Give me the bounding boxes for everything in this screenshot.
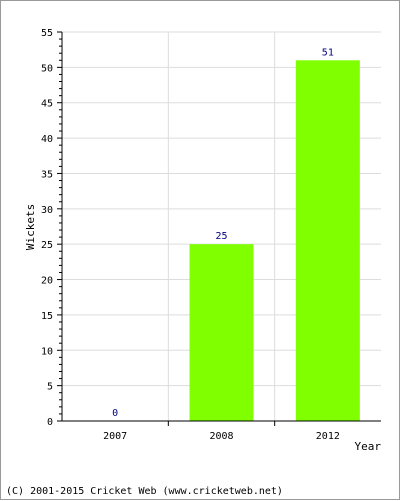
y-tick-label: 30 xyxy=(41,205,53,216)
y-tick-label: 20 xyxy=(41,276,53,287)
y-tick-label: 50 xyxy=(41,63,53,74)
y-tick-label: 5 xyxy=(47,382,53,393)
x-axis-label: Year xyxy=(355,440,382,453)
data-label-2012: 51 xyxy=(322,47,334,58)
y-tick-label: 45 xyxy=(41,99,53,110)
bars xyxy=(189,60,360,422)
copyright-footer: (C) 2001-2015 Cricket Web (www.cricketwe… xyxy=(6,486,283,497)
y-tick-label: 0 xyxy=(47,417,53,428)
x-tick-label-2007: 2007 xyxy=(103,431,127,442)
y-tick-label: 40 xyxy=(41,134,53,145)
x-tick-label-2012: 2012 xyxy=(316,431,340,442)
y-tick-label: 25 xyxy=(41,240,53,251)
bar-2008 xyxy=(189,244,254,421)
data-label-2008: 25 xyxy=(215,231,227,242)
y-tick-labels: 0 5 10 15 20 25 30 35 40 45 50 55 xyxy=(41,28,53,428)
axes xyxy=(57,31,381,426)
x-tick-labels: 2007 2008 2012 xyxy=(103,431,340,442)
y-axis-label: Wickets xyxy=(24,204,37,250)
y-tick-label: 15 xyxy=(41,311,53,322)
bar-2012 xyxy=(295,60,360,422)
y-tick-label: 55 xyxy=(41,28,53,39)
data-label-2007: 0 xyxy=(112,408,118,419)
x-tick-label-2008: 2008 xyxy=(209,431,233,442)
data-labels: 0 25 51 xyxy=(112,47,334,419)
y-tick-label: 10 xyxy=(41,346,53,357)
y-tick-label: 35 xyxy=(41,169,53,180)
